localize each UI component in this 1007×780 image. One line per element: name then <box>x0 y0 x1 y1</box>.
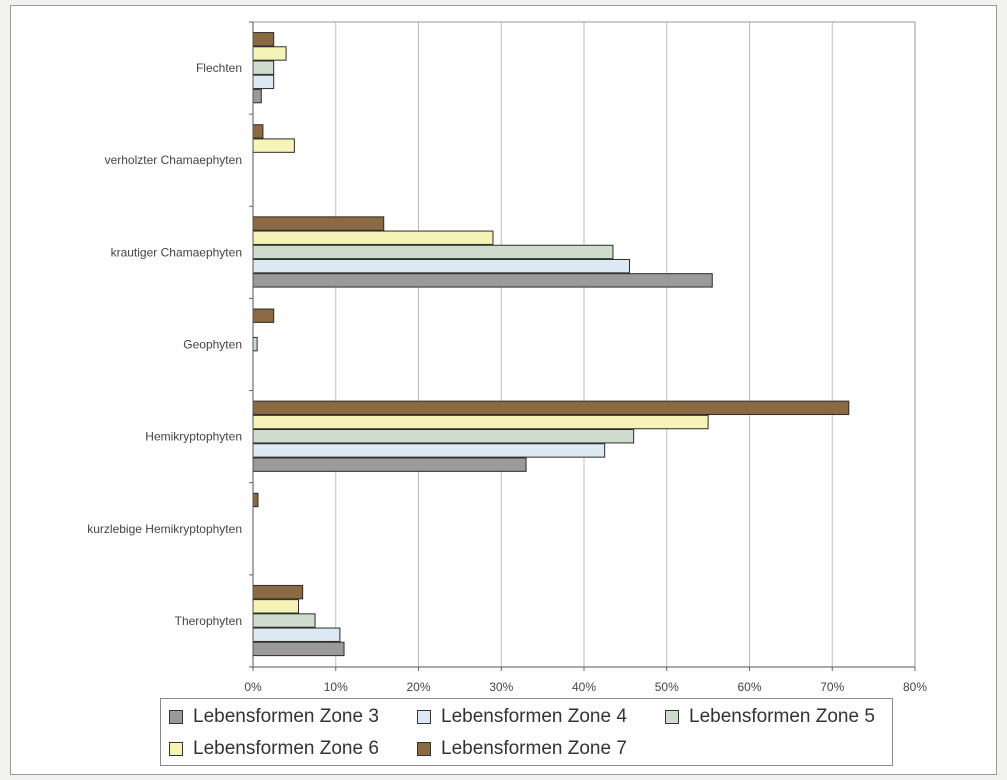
category-label: Flechten <box>196 61 242 75</box>
category-label: kurzlebige Hemikryptophyten <box>87 522 242 536</box>
x-tick-label: 20% <box>406 680 430 694</box>
legend-swatch <box>169 710 183 724</box>
bar <box>252 124 264 139</box>
category-label: Therophyten <box>175 614 242 628</box>
x-tick-label: 40% <box>572 680 596 694</box>
legend-item: Lebensformen Zone 3 <box>169 703 379 731</box>
bar <box>252 308 275 323</box>
x-tick-label: 50% <box>655 680 679 694</box>
x-tick-label: 70% <box>820 680 844 694</box>
legend-label: Lebensformen Zone 6 <box>193 738 379 759</box>
bar <box>252 230 494 245</box>
bar <box>252 641 345 657</box>
bar <box>252 457 527 472</box>
bar <box>252 429 635 444</box>
bar <box>252 613 316 628</box>
x-tick-label: 60% <box>737 680 761 694</box>
legend-item: Lebensformen Zone 4 <box>417 703 627 731</box>
bar <box>252 599 300 614</box>
bar <box>252 138 295 153</box>
category-label: verholzter Chamaephyten <box>105 153 242 167</box>
legend: Lebensformen Zone 3 Lebensformen Zone 4 … <box>160 698 893 766</box>
bar <box>252 627 341 642</box>
legend-swatch <box>665 710 679 724</box>
legend-swatch <box>417 710 431 724</box>
bar <box>252 492 259 508</box>
bar <box>252 216 385 231</box>
bar <box>252 400 850 416</box>
legend-item: Lebensformen Zone 6 <box>169 735 379 763</box>
legend-label: Lebensformen Zone 4 <box>441 706 627 727</box>
bar <box>252 88 262 104</box>
bar <box>252 244 614 260</box>
bar <box>252 273 713 288</box>
category-label: krautiger Chamaephyten <box>111 245 242 259</box>
legend-label: Lebensformen Zone 5 <box>689 706 875 727</box>
legend-item: Lebensformen Zone 7 <box>417 735 627 763</box>
bar <box>252 46 287 61</box>
bar <box>252 443 606 458</box>
category-label: Hemikryptophyten <box>145 430 242 444</box>
bar <box>252 336 258 352</box>
x-tick-label: 30% <box>489 680 513 694</box>
bar <box>252 32 275 47</box>
bar <box>252 60 275 75</box>
legend-label: Lebensformen Zone 7 <box>441 738 627 759</box>
x-tick-label: 10% <box>324 680 348 694</box>
bar <box>252 74 275 90</box>
x-tick-label: 0% <box>244 680 262 694</box>
legend-swatch <box>417 742 431 756</box>
legend-item: Lebensformen Zone 5 <box>665 703 875 731</box>
bar <box>252 258 631 274</box>
legend-label: Lebensformen Zone 3 <box>193 706 379 727</box>
legend-swatch <box>169 742 183 756</box>
bar <box>252 414 709 430</box>
bar <box>252 584 304 600</box>
x-tick-label: 80% <box>903 680 927 694</box>
category-label: Geophyten <box>183 338 242 352</box>
